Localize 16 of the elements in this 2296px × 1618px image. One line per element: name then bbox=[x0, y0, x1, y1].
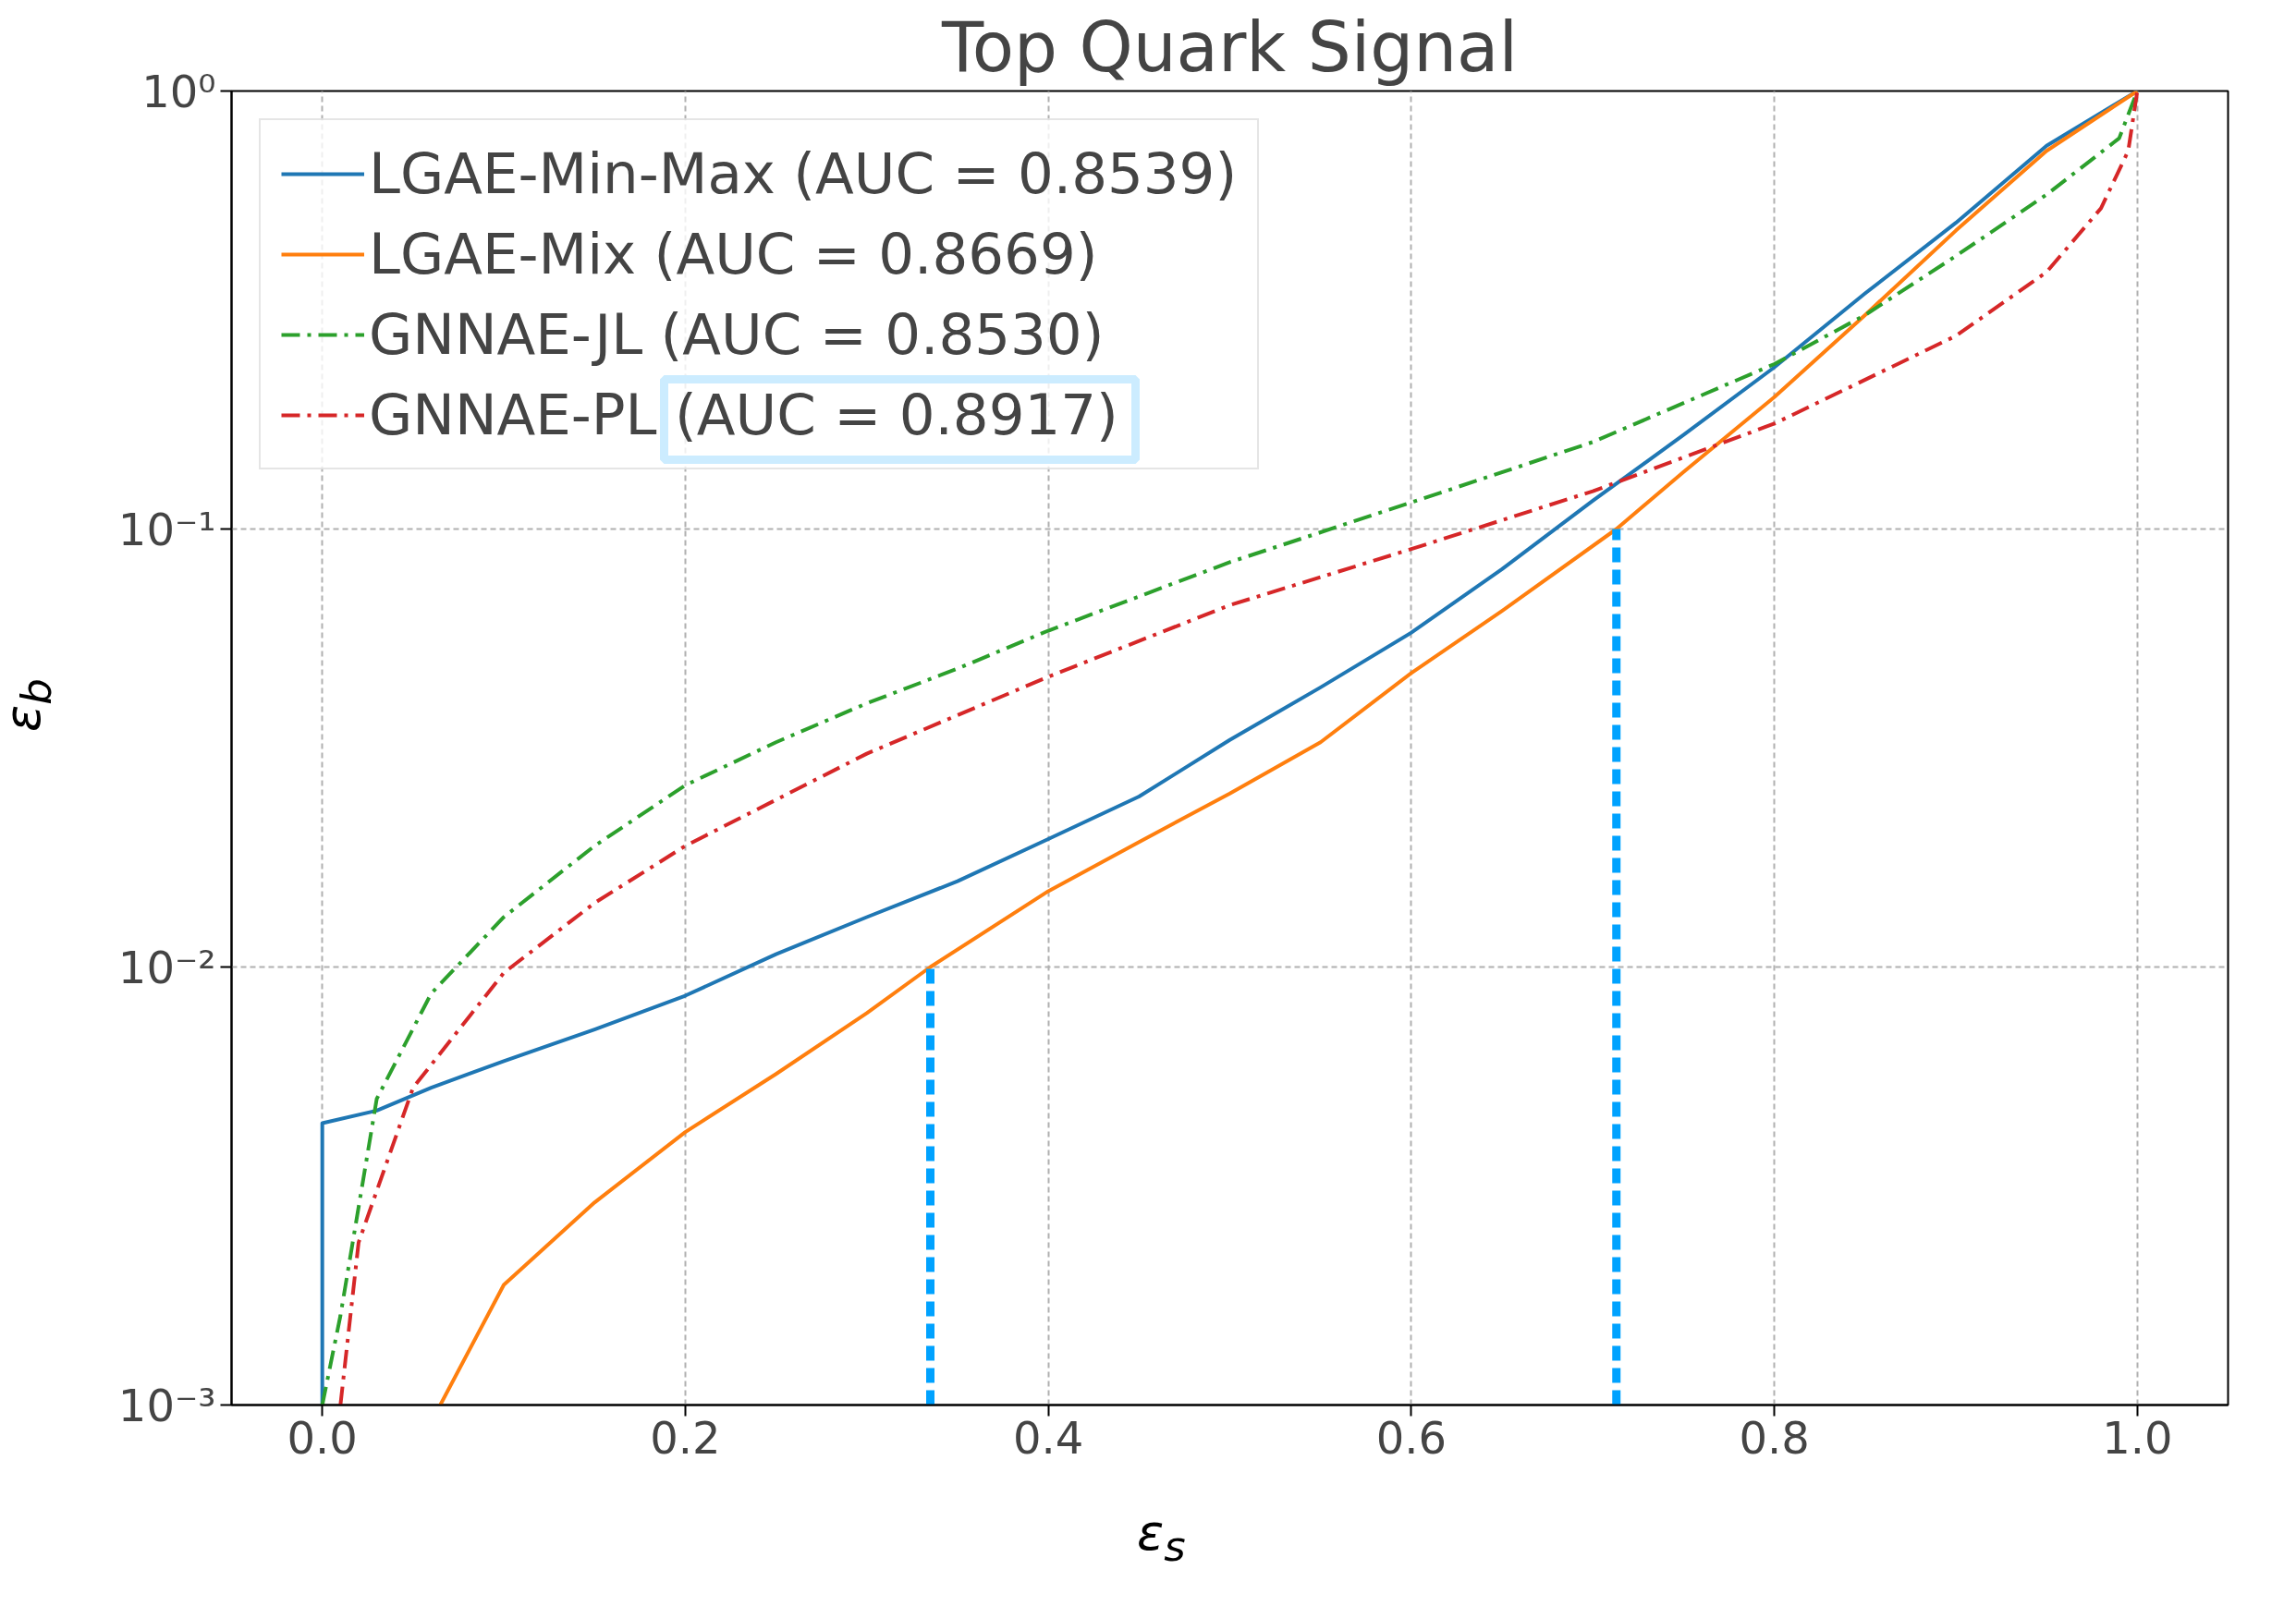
legend-label: LGAE-Min-Max (AUC = 0.8539) bbox=[369, 140, 1238, 206]
chart-title: Top Quark Signal bbox=[941, 6, 1519, 87]
x-tick-label: 0.8 bbox=[1739, 1411, 1810, 1464]
x-axis-title: ε$_{s}$ bbox=[1137, 1503, 1186, 1571]
y-tick-label: 10⁻³ bbox=[117, 1379, 216, 1431]
legend-label: GNNAE-JL (AUC = 0.8530) bbox=[369, 301, 1105, 367]
x-tick-label: 0.6 bbox=[1375, 1411, 1447, 1464]
y-tick-label: 10⁻¹ bbox=[117, 503, 216, 555]
x-tick-label: 1.0 bbox=[2102, 1411, 2173, 1464]
x-tick-label: 0.0 bbox=[287, 1411, 358, 1464]
y-tick-label: 10⁰ bbox=[141, 65, 216, 117]
x-tick-label: 0.4 bbox=[1012, 1411, 1084, 1464]
legend-label: LGAE-Mix (AUC = 0.8669) bbox=[369, 221, 1098, 286]
y-tick-label: 10⁻² bbox=[117, 941, 216, 993]
legend-label: GNNAE-PL (AUC = 0.8917) bbox=[369, 382, 1118, 447]
x-tick-label: 0.2 bbox=[650, 1411, 721, 1464]
